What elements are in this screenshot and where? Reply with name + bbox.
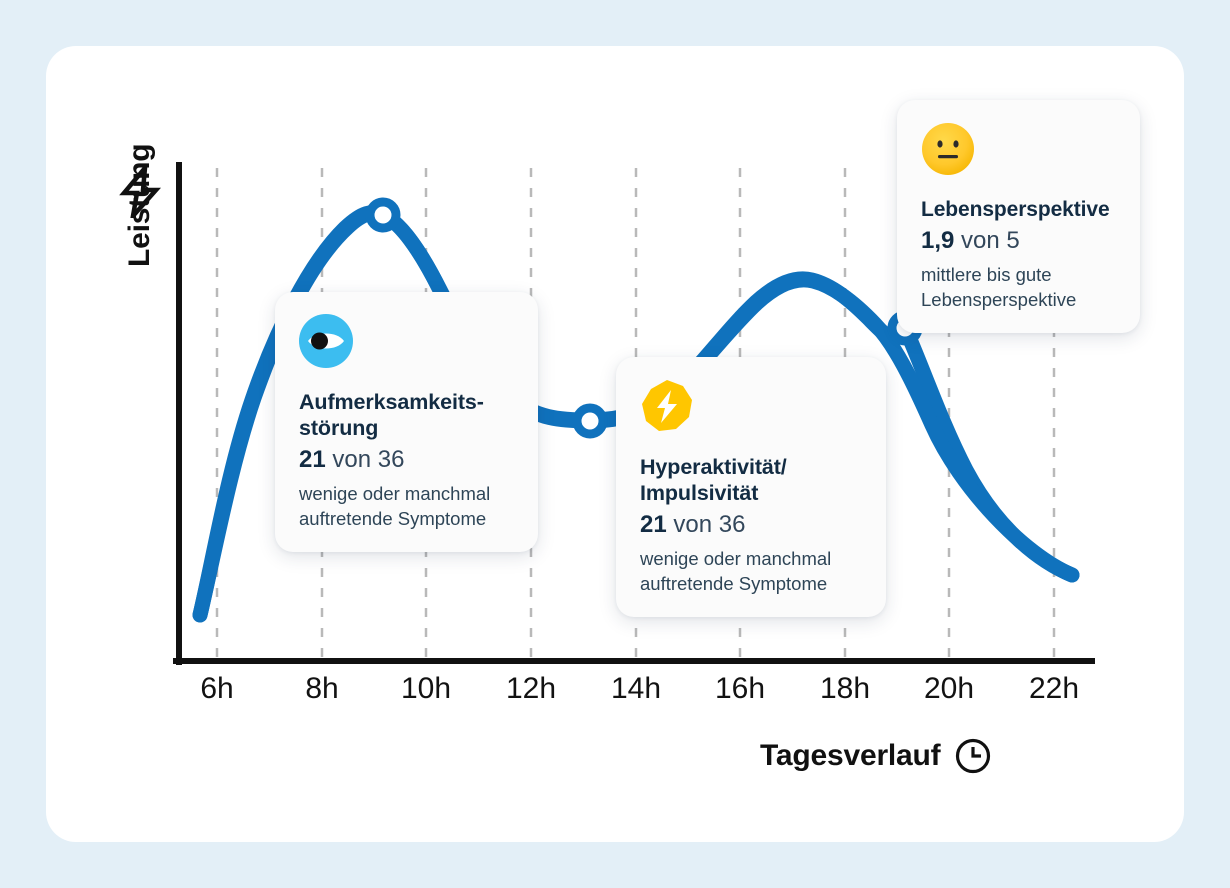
- tooltip-card-hyperactivity[interactable]: Hyperaktivität/ Impulsivität 21 von 36 w…: [616, 357, 886, 618]
- x-tick-12h: 12h: [505, 672, 557, 705]
- x-tick-6h: 6h: [200, 672, 234, 705]
- card-description: wenige oder manchmal auftretende Symptom…: [299, 483, 491, 530]
- x-tick-10h: 10h: [400, 672, 452, 705]
- marker-hyperactivity[interactable]: [572, 403, 608, 439]
- card-score-rest: von 36: [666, 510, 746, 538]
- card-score: 21 von 36: [299, 444, 514, 476]
- marker-attention[interactable]: [365, 197, 401, 233]
- eye-icon: [299, 314, 353, 368]
- y-axis-label: Leistung: [123, 143, 156, 267]
- card-description: wenige oder manchmal auftretende Symptom…: [640, 548, 832, 595]
- card-score-value: 21: [640, 510, 667, 538]
- card-title: Hyperaktivität/ Impulsivität: [640, 455, 787, 506]
- card-title: Aufmerksamkeits- störung: [299, 390, 484, 441]
- card-title: Lebensperspektive: [921, 198, 1110, 221]
- clock-icon: [956, 738, 991, 774]
- x-tick-16h: 16h: [714, 672, 766, 705]
- x-axis-title: Tagesverlauf: [760, 737, 992, 775]
- neutral-face-icon: [922, 123, 974, 175]
- lightning-bolt-icon: [119, 166, 161, 218]
- x-tick-20h: 20h: [923, 672, 975, 705]
- x-tick-14h: 14h: [610, 672, 662, 705]
- x-tick-18h: 18h: [819, 672, 871, 705]
- bolt-badge-icon: [642, 380, 692, 431]
- card-score-value: 1,9: [921, 226, 955, 254]
- card-score: 21 von 36: [640, 509, 862, 541]
- card-score-rest: von 36: [325, 445, 405, 473]
- tooltip-card-attention[interactable]: Aufmerksamkeits- störung 21 von 36 wenig…: [275, 292, 538, 553]
- tooltip-card-life-perspective[interactable]: Lebensperspektive 1,9 von 5 mittlere bis…: [897, 100, 1140, 334]
- card-description: mittlere bis gute Lebensperspektive: [921, 264, 1077, 311]
- x-tick-8h: 8h: [305, 672, 339, 705]
- x-tick-22h: 22h: [1028, 672, 1080, 705]
- card-score-rest: von 5: [954, 226, 1020, 254]
- card-score: 1,9 von 5: [921, 225, 1116, 257]
- card-score-value: 21: [299, 445, 326, 473]
- x-axis-title-label: Tagesverlauf: [760, 739, 941, 772]
